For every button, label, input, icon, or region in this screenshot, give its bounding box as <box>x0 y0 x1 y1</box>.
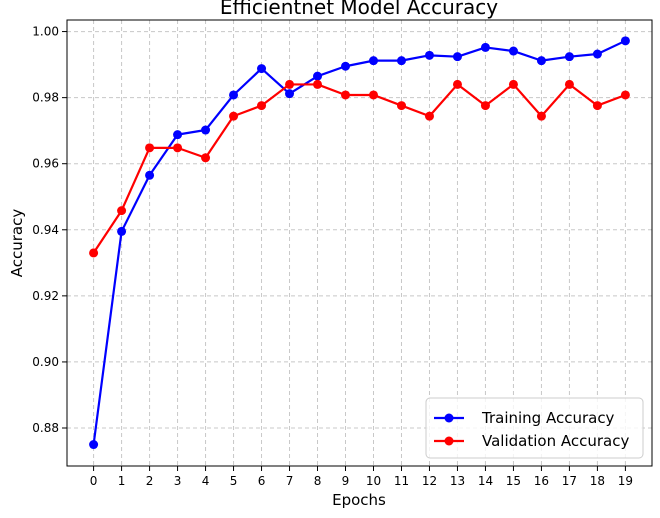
data-point <box>313 71 323 81</box>
data-point <box>508 46 518 56</box>
plot-frame <box>66 19 653 467</box>
data-point <box>396 56 406 66</box>
x-tick-label: 19 <box>618 474 633 488</box>
data-point <box>536 111 546 121</box>
series-line <box>92 39 626 445</box>
data-point <box>341 61 351 71</box>
data-point <box>368 56 378 66</box>
y-tick-label: 0.96 <box>32 157 59 171</box>
data-point <box>508 79 518 89</box>
x-tick-label: 2 <box>146 474 154 488</box>
data-point <box>229 90 239 100</box>
chart-title: Efficientnet Model Accuracy <box>220 0 498 19</box>
y-tick-label: 0.90 <box>32 355 59 369</box>
x-tick-label: 14 <box>478 474 493 488</box>
x-tick-label: 12 <box>422 474 437 488</box>
x-tick-label: 6 <box>258 474 266 488</box>
data-point <box>424 50 434 60</box>
x-axis: 0 1 2 3 4 5 6 7 8 9 10 11 12 13 14 15 16 17 18 19 <box>90 466 633 488</box>
data-point <box>620 90 630 100</box>
data-point <box>173 130 183 140</box>
data-point <box>592 49 602 59</box>
legend-marker <box>444 436 454 446</box>
x-tick-label: 16 <box>534 474 549 488</box>
data-point <box>89 440 99 450</box>
series-line <box>92 83 626 254</box>
x-tick-label: 8 <box>314 474 322 488</box>
x-tick-label: 15 <box>506 474 521 488</box>
data-point <box>173 143 183 153</box>
legend-box <box>425 397 644 459</box>
data-point <box>480 101 490 111</box>
x-tick-label: 5 <box>230 474 238 488</box>
data-point <box>341 90 351 100</box>
x-tick-label: 0 <box>90 474 98 488</box>
data-point <box>396 101 406 111</box>
data-point <box>145 143 155 153</box>
x-tick-label: 1 <box>118 474 126 488</box>
x-tick-label: 4 <box>202 474 210 488</box>
data-point <box>257 64 267 74</box>
data-point <box>285 79 295 89</box>
data-point <box>480 42 490 52</box>
data-point <box>368 90 378 100</box>
data-point <box>424 111 434 121</box>
x-tick-label: 17 <box>562 474 577 488</box>
data-point <box>285 89 295 99</box>
y-axis-label: Accuracy <box>8 209 26 278</box>
x-tick-label: 7 <box>286 474 294 488</box>
data-point <box>452 79 462 89</box>
x-axis-label: Epochs <box>332 491 386 509</box>
data-point <box>452 52 462 62</box>
y-tick-label: 0.94 <box>32 223 59 237</box>
x-tick-label: 18 <box>590 474 605 488</box>
data-point <box>117 226 127 236</box>
legend-marker <box>444 413 454 423</box>
x-tick-label: 3 <box>174 474 182 488</box>
data-point <box>592 101 602 111</box>
data-point <box>620 36 630 46</box>
data-point <box>89 248 99 258</box>
x-tick-label: 13 <box>450 474 465 488</box>
legend: Training Accuracy Validation Accuracy <box>425 397 644 459</box>
data-point <box>117 206 127 216</box>
data-point <box>201 153 211 163</box>
y-tick-label: 1.00 <box>32 25 59 39</box>
data-point <box>229 111 239 121</box>
y-tick-label: 0.88 <box>32 421 59 435</box>
x-tick-label: 9 <box>342 474 350 488</box>
y-axis: 0.88 0.90 0.92 0.94 0.96 0.98 1.00 <box>32 25 67 435</box>
legend-label: Validation Accuracy <box>482 432 629 450</box>
legend-label: Training Accuracy <box>481 409 615 427</box>
x-tick-label: 10 <box>366 474 381 488</box>
data-point <box>564 79 574 89</box>
series-1 <box>89 79 630 258</box>
grid <box>67 20 652 466</box>
x-tick-label: 11 <box>394 474 409 488</box>
data-point <box>313 79 323 89</box>
data-point <box>145 170 155 180</box>
series-layer <box>89 36 630 450</box>
data-point <box>536 56 546 66</box>
data-point <box>564 52 574 62</box>
series-0 <box>89 36 630 450</box>
data-point <box>201 125 211 135</box>
y-tick-label: 0.92 <box>32 289 59 303</box>
data-point <box>257 101 267 111</box>
y-tick-label: 0.98 <box>32 91 59 105</box>
